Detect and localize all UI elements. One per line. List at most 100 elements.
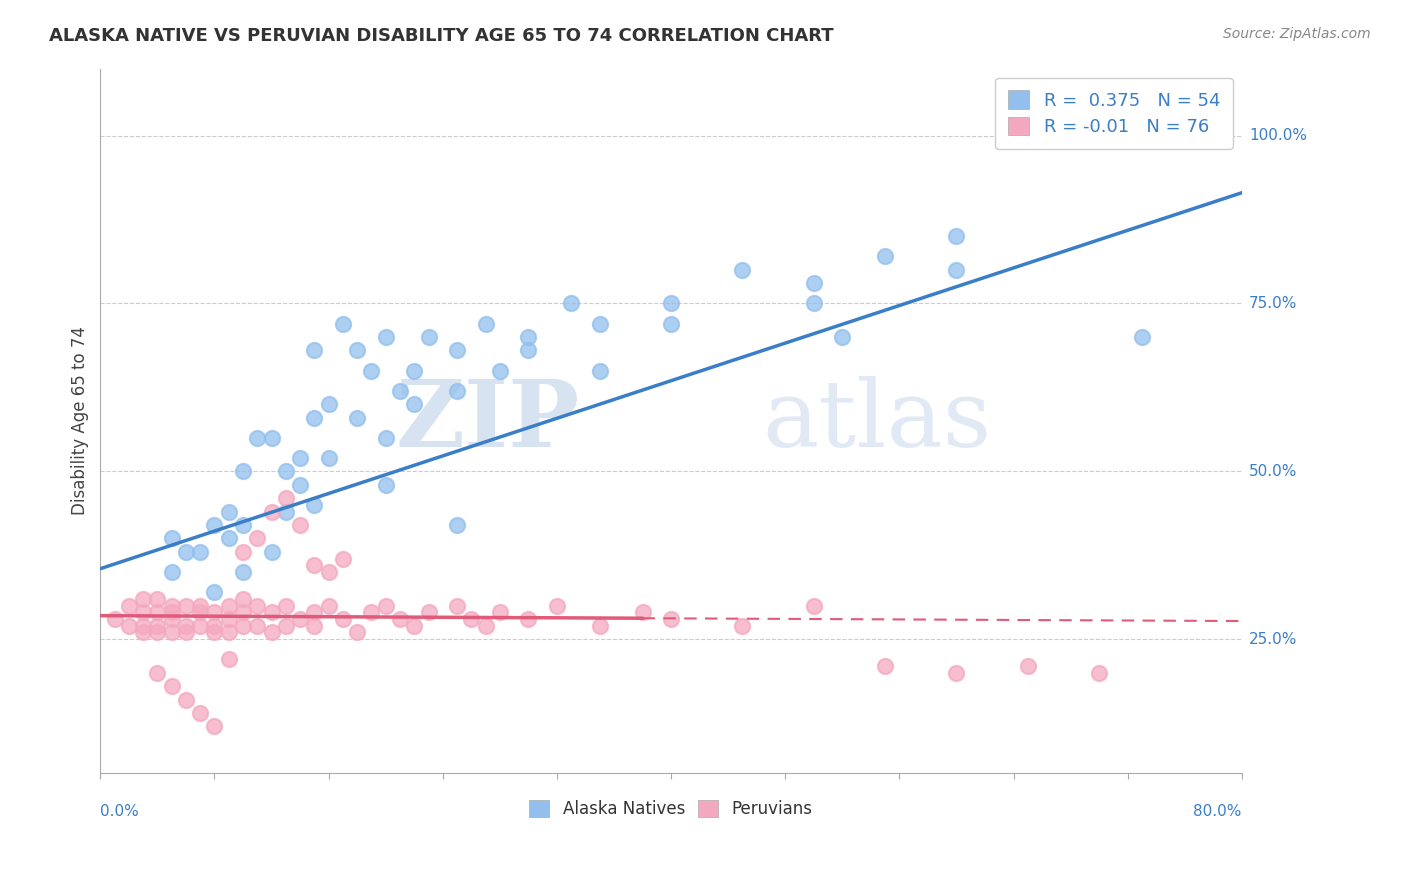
Point	[304, 558, 326, 573]
Point	[188, 706, 211, 720]
Point	[418, 605, 440, 619]
Point	[274, 599, 297, 613]
Point	[489, 363, 512, 377]
Point	[132, 591, 155, 606]
Point	[174, 545, 197, 559]
Point	[304, 605, 326, 619]
Text: 0.0%: 0.0%	[100, 804, 139, 819]
Point	[460, 612, 482, 626]
Point	[146, 665, 169, 680]
Point	[304, 410, 326, 425]
Point	[188, 545, 211, 559]
Point	[204, 585, 226, 599]
Point	[232, 518, 254, 533]
Point	[188, 618, 211, 632]
Point	[631, 605, 654, 619]
Point	[318, 397, 340, 411]
Point	[332, 551, 354, 566]
Point	[418, 330, 440, 344]
Point	[174, 692, 197, 706]
Point	[374, 431, 396, 445]
Point	[374, 330, 396, 344]
Point	[659, 296, 682, 310]
Point	[589, 317, 612, 331]
Point	[945, 665, 967, 680]
Point	[204, 618, 226, 632]
Point	[404, 618, 426, 632]
Point	[659, 612, 682, 626]
Point	[160, 605, 183, 619]
Point	[146, 605, 169, 619]
Point	[232, 545, 254, 559]
Point	[831, 330, 853, 344]
Text: 100.0%: 100.0%	[1249, 128, 1308, 143]
Point	[132, 605, 155, 619]
Point	[446, 599, 468, 613]
Point	[274, 464, 297, 478]
Point	[132, 618, 155, 632]
Point	[945, 263, 967, 277]
Point	[132, 625, 155, 640]
Point	[1017, 659, 1039, 673]
Point	[232, 591, 254, 606]
Point	[388, 384, 411, 398]
Point	[803, 277, 825, 291]
Point	[489, 605, 512, 619]
Point	[274, 505, 297, 519]
Point	[218, 652, 240, 666]
Point	[204, 518, 226, 533]
Point	[318, 599, 340, 613]
Point	[318, 450, 340, 465]
Point	[118, 599, 141, 613]
Point	[875, 659, 897, 673]
Text: 75.0%: 75.0%	[1249, 296, 1298, 311]
Point	[346, 625, 368, 640]
Point	[803, 296, 825, 310]
Point	[146, 625, 169, 640]
Point	[260, 545, 283, 559]
Point	[188, 605, 211, 619]
Point	[232, 464, 254, 478]
Point	[731, 618, 754, 632]
Point	[288, 477, 311, 491]
Point	[204, 625, 226, 640]
Point	[160, 612, 183, 626]
Point	[546, 599, 568, 613]
Point	[246, 618, 269, 632]
Point	[260, 431, 283, 445]
Point	[1088, 665, 1111, 680]
Point	[474, 317, 496, 331]
Point	[304, 343, 326, 358]
Point	[346, 343, 368, 358]
Point	[204, 605, 226, 619]
Point	[160, 679, 183, 693]
Point	[374, 477, 396, 491]
Point	[474, 618, 496, 632]
Point	[274, 491, 297, 505]
Point	[332, 612, 354, 626]
Point	[446, 518, 468, 533]
Text: Source: ZipAtlas.com: Source: ZipAtlas.com	[1223, 27, 1371, 41]
Point	[260, 605, 283, 619]
Point	[731, 263, 754, 277]
Point	[174, 599, 197, 613]
Text: 25.0%: 25.0%	[1249, 632, 1298, 647]
Point	[374, 599, 396, 613]
Text: 80.0%: 80.0%	[1194, 804, 1241, 819]
Point	[360, 605, 382, 619]
Point	[404, 363, 426, 377]
Point	[875, 250, 897, 264]
Point	[560, 296, 582, 310]
Point	[945, 229, 967, 244]
Point	[160, 565, 183, 579]
Point	[388, 612, 411, 626]
Point	[174, 625, 197, 640]
Point	[246, 431, 269, 445]
Point	[288, 450, 311, 465]
Y-axis label: Disability Age 65 to 74: Disability Age 65 to 74	[72, 326, 89, 516]
Text: ALASKA NATIVE VS PERUVIAN DISABILITY AGE 65 TO 74 CORRELATION CHART: ALASKA NATIVE VS PERUVIAN DISABILITY AGE…	[49, 27, 834, 45]
Point	[174, 618, 197, 632]
Point	[304, 498, 326, 512]
Point	[288, 518, 311, 533]
Point	[589, 363, 612, 377]
